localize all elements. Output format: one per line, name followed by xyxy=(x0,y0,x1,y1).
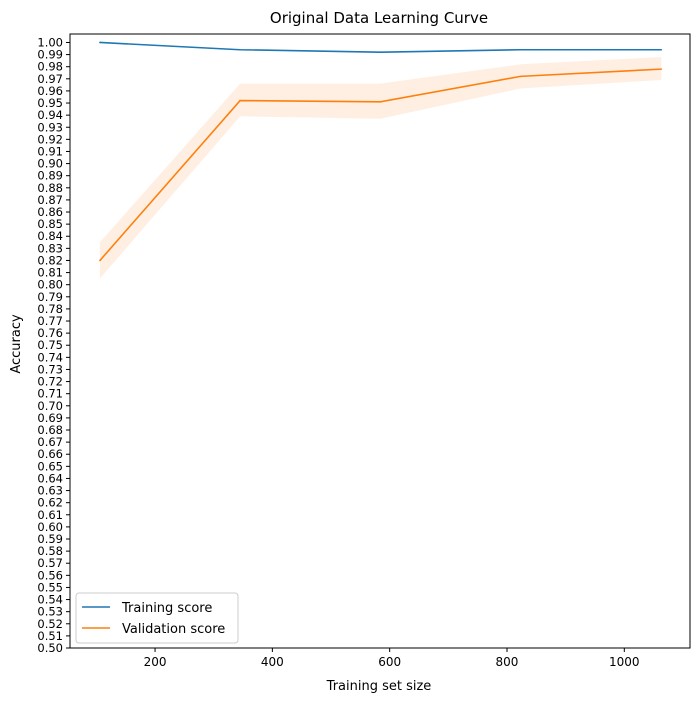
y-tick-label: 0.64 xyxy=(37,471,63,485)
y-tick-label: 0.84 xyxy=(37,229,63,243)
y-tick-label: 0.89 xyxy=(37,169,63,183)
y-tick-label: 0.82 xyxy=(37,253,63,267)
series-point xyxy=(660,48,663,51)
series-band-2 xyxy=(99,57,662,279)
series-point xyxy=(660,68,663,70)
plot-frame xyxy=(69,33,691,649)
y-tick-label: 0.88 xyxy=(37,181,63,195)
x-tick-label: 200 xyxy=(144,655,167,669)
legend-label: Training score xyxy=(121,601,212,616)
y-tick-label: 0.57 xyxy=(37,556,63,570)
y-tick-label: 0.94 xyxy=(37,108,63,122)
y-tick-label: 0.90 xyxy=(37,157,63,171)
y-tick-label: 0.59 xyxy=(37,532,63,546)
y-tick-label: 0.53 xyxy=(37,605,63,619)
y-tick-label: 0.91 xyxy=(37,144,63,158)
legend-label: Validation score xyxy=(122,622,225,637)
x-tick-label: 400 xyxy=(261,655,284,669)
chart-title: Original Data Learning Curve xyxy=(270,9,488,27)
y-tick-label: 0.99 xyxy=(37,48,63,62)
x-tick-label: 800 xyxy=(496,655,519,669)
y-tick-label: 0.86 xyxy=(37,205,63,219)
y-tick-label: 0.81 xyxy=(37,266,63,280)
y-tick-label: 0.71 xyxy=(37,387,63,401)
y-tick-label: 0.67 xyxy=(37,435,63,449)
y-tick-label: 0.92 xyxy=(37,132,63,146)
series-point xyxy=(99,41,101,44)
series-point xyxy=(379,51,382,53)
y-tick-label: 0.80 xyxy=(37,278,63,292)
x-axis-label: Training set size xyxy=(326,679,432,694)
y-tick-label: 0.93 xyxy=(37,120,63,134)
y-tick-label: 0.79 xyxy=(37,290,63,304)
y-tick-label: 0.75 xyxy=(37,338,63,352)
y-tick-label: 0.50 xyxy=(37,641,63,655)
y-tick-label: 0.51 xyxy=(37,629,63,643)
y-tick-label: 0.66 xyxy=(37,447,63,461)
y-tick-label: 0.85 xyxy=(37,217,63,231)
y-tick-label: 0.65 xyxy=(37,459,63,473)
series-point xyxy=(519,75,522,78)
y-tick-label: 0.62 xyxy=(37,496,63,510)
y-tick-label: 0.70 xyxy=(37,399,63,413)
x-tick-label: 600 xyxy=(378,655,401,669)
x-tick-label: 1000 xyxy=(609,655,640,669)
y-tick-label: 0.78 xyxy=(37,302,63,316)
y-tick-label: 1.00 xyxy=(37,35,63,49)
y-tick-label: 0.68 xyxy=(37,423,63,437)
y-tick-label: 0.61 xyxy=(37,508,63,522)
y-tick-label: 0.52 xyxy=(37,617,63,631)
y-tick-label: 0.98 xyxy=(37,60,63,74)
legend-box xyxy=(75,592,239,644)
series-point xyxy=(99,259,101,262)
y-tick-label: 0.55 xyxy=(37,580,63,594)
series-line-1 xyxy=(99,41,662,53)
y-tick-label: 0.56 xyxy=(37,568,63,582)
y-axis-label: Accuracy xyxy=(9,314,24,374)
y-tick-label: 0.74 xyxy=(37,350,63,364)
series-point xyxy=(379,101,382,103)
y-tick-label: 0.54 xyxy=(37,593,63,607)
y-tick-label: 0.96 xyxy=(37,84,63,98)
y-tick-label: 0.69 xyxy=(37,411,63,425)
y-tick-label: 0.60 xyxy=(37,520,63,534)
y-tick-label: 0.72 xyxy=(37,375,63,389)
y-tick-label: 0.73 xyxy=(37,362,63,376)
y-tick-label: 0.87 xyxy=(37,193,63,207)
y-tick-label: 0.58 xyxy=(37,544,63,558)
series-point xyxy=(519,48,522,51)
series-point xyxy=(239,48,241,51)
y-tick-label: 0.76 xyxy=(37,326,63,340)
y-tick-label: 0.63 xyxy=(37,484,63,498)
series-point xyxy=(239,99,241,102)
y-tick-label: 0.95 xyxy=(37,96,63,110)
y-tick-label: 0.77 xyxy=(37,314,63,328)
y-tick-label: 0.97 xyxy=(37,72,63,86)
legend: Training score Validation score xyxy=(75,592,239,644)
y-tick-label: 0.83 xyxy=(37,241,63,255)
